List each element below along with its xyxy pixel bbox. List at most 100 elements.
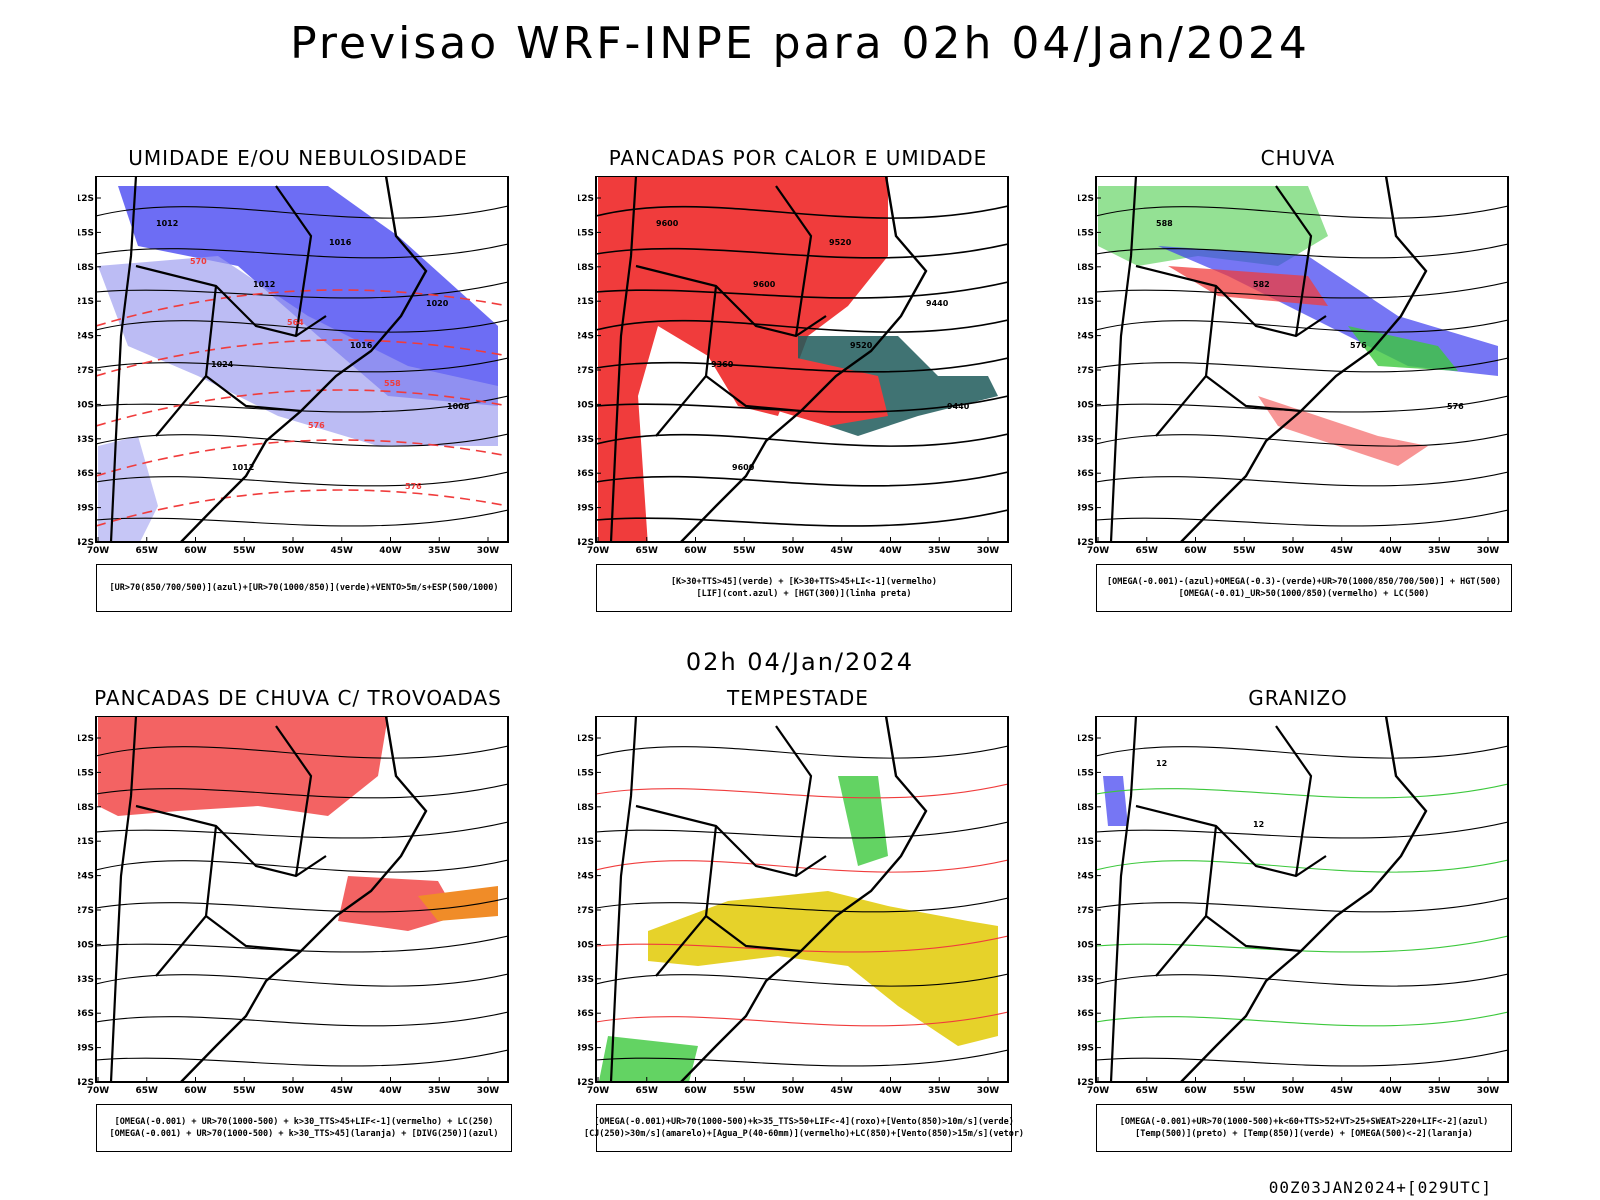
contour-label: 570 bbox=[190, 257, 207, 266]
lat-tick-label: 24S bbox=[78, 332, 94, 342]
lat-tick-label: 21S bbox=[1078, 297, 1094, 307]
contour-line bbox=[596, 281, 1008, 299]
andes-border bbox=[109, 716, 138, 1082]
contour-label: 588 bbox=[1156, 219, 1173, 228]
coastline bbox=[180, 716, 428, 1082]
lon-tick-label: 40W bbox=[879, 546, 902, 556]
coastline bbox=[680, 716, 928, 1082]
panel-title: PANCADAS POR CALOR E UMIDADE bbox=[608, 146, 988, 170]
lon-tick-label: 60W bbox=[1184, 546, 1207, 556]
thickness-line bbox=[96, 339, 508, 377]
legend-line: [OMEGA(-0.01)_UR>50(1000/850)(vermelho) … bbox=[1178, 589, 1430, 599]
contour-label: 576 bbox=[405, 482, 422, 491]
contour-line bbox=[596, 205, 1008, 219]
legend-box: [OMEGA(-0.001)-(azul)+OMEGA(-0.3)-(verde… bbox=[1096, 564, 1512, 612]
contour-line bbox=[1096, 281, 1508, 299]
lat-tick-label: 24S bbox=[578, 332, 594, 342]
humidity-lightblue-south bbox=[98, 436, 158, 542]
contour-line bbox=[1096, 783, 1508, 799]
contour-label: 576 bbox=[1350, 341, 1367, 350]
lon-tick-label: 65W bbox=[636, 1086, 659, 1096]
legend-line: [OMEGA(-0.001)+UR>70(1000-500)+k<60+TTS>… bbox=[1119, 1117, 1489, 1127]
contour-label: 9440 bbox=[926, 299, 949, 308]
contour-line bbox=[1096, 821, 1508, 839]
lon-tick-label: 45W bbox=[831, 546, 854, 556]
contour-line bbox=[1096, 745, 1508, 759]
lat-tick-label: 39S bbox=[578, 504, 594, 514]
rain-green-area bbox=[1098, 186, 1328, 266]
lon-tick-label: 50W bbox=[282, 546, 305, 556]
country-borders bbox=[135, 185, 327, 437]
contour-line bbox=[596, 821, 1008, 839]
contour-line bbox=[1096, 1049, 1508, 1067]
lon-tick-label: 30W bbox=[1477, 1086, 1500, 1096]
lon-tick-label: 40W bbox=[879, 1086, 902, 1096]
map-frame bbox=[1095, 716, 1509, 1083]
lon-tick-label: 35W bbox=[1428, 546, 1451, 556]
lat-tick-label: 42S bbox=[78, 538, 94, 548]
lat-tick-label: 12S bbox=[578, 734, 594, 744]
lon-tick-label: 35W bbox=[428, 546, 451, 556]
lon-tick-label: 30W bbox=[477, 1086, 500, 1096]
lon-tick-label: 40W bbox=[1379, 546, 1402, 556]
coastline bbox=[1180, 716, 1428, 1082]
lon-tick-label: 60W bbox=[184, 546, 207, 556]
lon-tick-label: 35W bbox=[428, 1086, 451, 1096]
lon-tick-label: 65W bbox=[136, 1086, 159, 1096]
legend-box: [OMEGA(-0.001) + UR>70(1000-500) + k>30_… bbox=[96, 1104, 512, 1152]
run-info-label: 00Z03JAN2024+[029UTC] bbox=[1268, 1178, 1492, 1197]
contour-line bbox=[96, 973, 508, 987]
contour-label: 564 bbox=[287, 318, 304, 327]
legend-line: [Temp(500)](preto) + [Temp(850)](verde) … bbox=[1135, 1129, 1473, 1139]
lon-tick-label: 45W bbox=[331, 1086, 354, 1096]
lat-tick-label: 27S bbox=[78, 906, 94, 916]
contour-line bbox=[596, 1049, 1008, 1067]
lat-tick-label: 12S bbox=[578, 194, 594, 204]
contour-line bbox=[596, 509, 1008, 527]
humidity-blue-area bbox=[118, 186, 498, 406]
lat-tick-label: 36S bbox=[78, 1009, 94, 1019]
lat-tick-label: 36S bbox=[1078, 469, 1094, 479]
lon-tick-label: 35W bbox=[928, 546, 951, 556]
contour-line bbox=[1096, 859, 1508, 873]
legend-line: [OMEGA(-0.001)+UR>70(1000-500)+k>35_TTS>… bbox=[594, 1117, 1014, 1127]
contour-line bbox=[1096, 205, 1508, 219]
lat-tick-label: 18S bbox=[578, 263, 594, 273]
contour-line bbox=[596, 1011, 1008, 1027]
contour-line bbox=[96, 509, 508, 527]
contour-line bbox=[596, 357, 1008, 373]
lat-tick-label: 15S bbox=[78, 768, 94, 778]
lon-tick-label: 40W bbox=[379, 546, 402, 556]
lon-tick-label: 40W bbox=[379, 1086, 402, 1096]
lon-tick-label: 30W bbox=[477, 546, 500, 556]
map-humidity: 1012 1012 1016 1008 1012 1016 1020 1024 576 576 57… bbox=[78, 176, 509, 556]
lon-tick-label: 30W bbox=[977, 546, 1000, 556]
panel-hail: GRANIZO 12 12 12S 15S 18S 21S 24S 27S 30S 33S 36S 3… bbox=[1078, 686, 1518, 1166]
lat-tick-label: 21S bbox=[78, 297, 94, 307]
showers-red-south bbox=[338, 876, 458, 931]
lat-tick-label: 15S bbox=[578, 228, 594, 238]
wind-green-area bbox=[838, 776, 888, 866]
map-hail: 12 12 12S 15S 18S 21S 24S 27S 30S 33S 36S 39S 42S70W… bbox=[1078, 716, 1509, 1096]
lon-tick-label: 55W bbox=[233, 546, 256, 556]
contour-line bbox=[596, 243, 1008, 259]
country-borders bbox=[635, 185, 827, 437]
country-borders bbox=[1135, 725, 1327, 977]
contour-line bbox=[96, 243, 508, 259]
andes-border bbox=[1109, 716, 1138, 1082]
lat-tick-label: 18S bbox=[1078, 803, 1094, 813]
lon-tick-label: 50W bbox=[1282, 546, 1305, 556]
contour-label: 12 bbox=[1253, 820, 1264, 829]
lon-tick-label: 70W bbox=[87, 546, 110, 556]
contour-line bbox=[96, 897, 508, 913]
legend-box: [OMEGA(-0.001)+UR>70(1000-500)+k>35_TTS>… bbox=[584, 1104, 1024, 1152]
instability-red-coast bbox=[778, 356, 888, 426]
lon-tick-label: 60W bbox=[684, 1086, 707, 1096]
lon-tick-label: 50W bbox=[782, 1086, 805, 1096]
contour-label: 576 bbox=[308, 421, 325, 430]
lon-tick-label: 70W bbox=[87, 1086, 110, 1096]
map-frame bbox=[595, 176, 1009, 543]
lat-tick-label: 42S bbox=[578, 1078, 594, 1088]
contour-line bbox=[96, 471, 508, 487]
lon-tick-label: 55W bbox=[733, 1086, 756, 1096]
